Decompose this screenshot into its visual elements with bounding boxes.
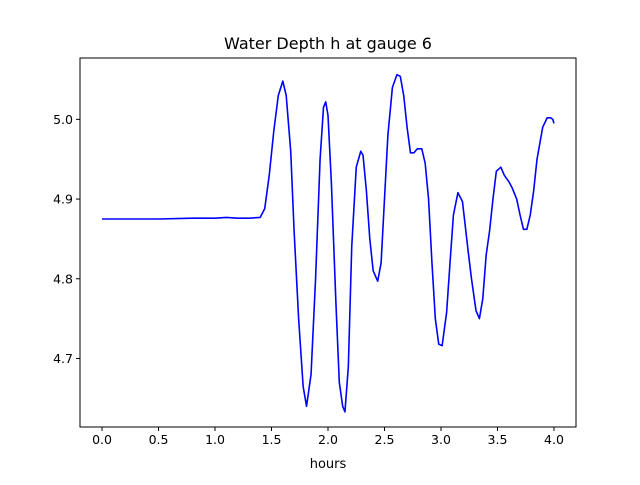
x-tick-label: 0.0 — [92, 432, 112, 447]
x-axis-label: hours — [310, 457, 347, 472]
y-tick-label: 4.9 — [53, 192, 73, 207]
x-tick-label: 1.5 — [262, 432, 282, 447]
plot-frame — [79, 57, 577, 428]
y-tick-label: 5.0 — [53, 112, 73, 127]
x-tick-label: 3.0 — [431, 432, 451, 447]
y-tick-label: 4.8 — [53, 271, 73, 286]
x-tick-label: 3.5 — [488, 432, 508, 447]
x-tick-label: 0.5 — [149, 432, 169, 447]
series-line-1 — [102, 73, 555, 413]
y-tick-label: 4.7 — [53, 351, 73, 366]
plot-area — [102, 73, 555, 413]
x-axis-ticks: 0.0 0.5 1.0 1.5 2.0 2.5 3.0 3.5 4.0 — [92, 427, 564, 447]
y-axis-ticks: 4.7 4.8 4.9 5.0 — [53, 112, 80, 366]
x-tick-label: 1.0 — [205, 432, 225, 447]
x-tick-label: 2.0 — [318, 432, 338, 447]
chart-title: Water Depth h at gauge 6 — [224, 34, 432, 53]
x-tick-label: 2.5 — [375, 432, 395, 447]
x-tick-label: 4.0 — [544, 432, 564, 447]
